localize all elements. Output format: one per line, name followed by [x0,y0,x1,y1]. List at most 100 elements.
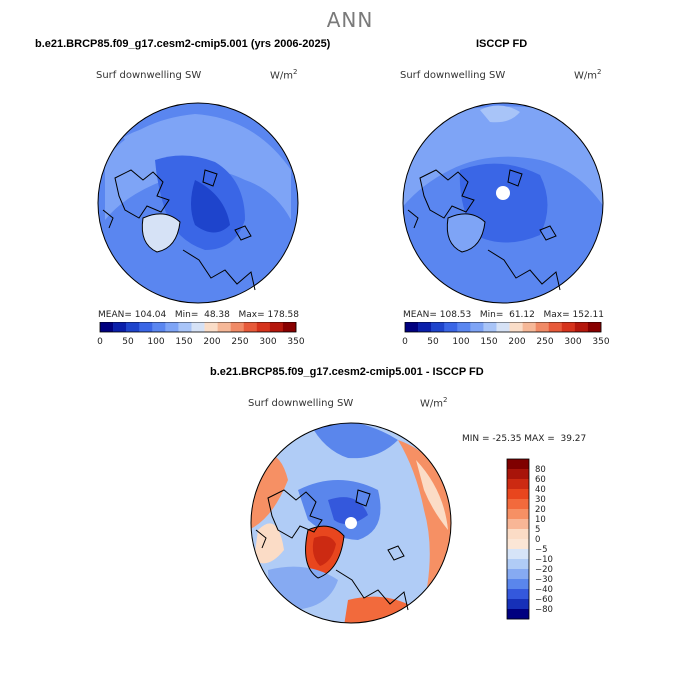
panel-2-colorbar-tick-label: 250 [536,337,553,347]
panel-3-colorbar-swatch [507,469,529,480]
panel-3-field-east-weak [416,460,448,530]
panel-3-colorbar-tick-label: −20 [535,565,553,575]
panel-3-colorbar-tick-label: −40 [535,585,553,595]
panel-1-colorbar-swatch [165,322,179,332]
panel-2-colorbar-swatch [574,322,589,332]
panel-3-field-west-weak [254,523,284,564]
panel-2-colorbar-tick-label: 300 [564,337,581,347]
panel-2-map [402,102,604,304]
panel-3-colorbar-swatch [507,589,529,600]
panel-1-units: W/m2 [270,68,298,82]
panel-3-colorbar-swatch [507,609,529,620]
panel-2-map-border [402,102,604,304]
panel-3-colorbar-swatch [507,509,529,520]
panel-3-colorbar-swatch [507,579,529,590]
panel-2-coastlines [407,169,561,291]
panel-2-units: W/m2 [574,68,602,82]
panel-3-colorbar-tick-label: −30 [535,575,553,585]
panel-3-colorbar-tick-label: 20 [535,505,546,515]
panel-1-colorbar-swatch [230,322,245,332]
panel-1-colorbar-tick-label: 200 [203,337,220,347]
panel-2-colorbar-swatch [483,322,497,332]
panel-3-colorbar-tick-label: −5 [535,545,548,555]
panel-3-field-north-neg [308,423,398,459]
panel-2-colorbar-swatch [587,322,602,332]
panel-1-colorbar-swatch [178,322,192,332]
panel-3-colorbar-tick-label: 0 [535,535,540,545]
panel-1-colorbar-outline [99,322,297,333]
panel-3-colorbar-tick-label: 5 [535,525,540,535]
panel-2-colorbar-tick-label: 0 [402,337,408,347]
panel-3-colorbar-swatch [507,459,529,470]
panel-2-colorbar-swatch [470,322,484,332]
panel-1-colorbar-swatch [191,322,205,332]
panel-1-colorbar-tick-label: 150 [175,337,192,347]
panel-1-colorbar-swatch [256,322,271,332]
panel-1-colorbar-tick-label: 250 [231,337,248,347]
panel-2-field-high-lat [403,106,603,210]
panel-2-colorbar-swatch [496,322,510,332]
panel-2-field-greenland [447,213,485,252]
panel-2-colorbar-swatch [548,322,563,332]
panel-2-colorbar-tick-label: 350 [592,337,609,347]
panel-3-colorbar-swatch [507,499,529,510]
panel-3-colorbar-swatch [507,599,529,610]
panel-3-colorbar-swatch [507,479,529,490]
panel-3-variable-label: Surf downwelling SW [248,398,354,409]
panel-1-colorbar: 0 50 100 150 200 250 300 350 [97,322,305,347]
panel-3-map-border [250,422,452,624]
panel-2-colorbar-tick-label: 200 [508,337,525,347]
panel-2-colorbar-tick-label: 100 [452,337,469,347]
panel-1-colorbar-swatch [282,322,297,332]
panel-2-title: ISCCP FD [476,38,528,50]
panel-3-colorbar-tick-label: 40 [535,485,546,495]
panel-3-colorbar-tick-label: 10 [535,515,546,525]
panel-3-colorbar-tick-label: 60 [535,475,546,485]
panel-3-map [250,422,452,624]
panel-1-colorbar-swatch [243,322,258,332]
panel-2-colorbar-swatch [509,322,523,332]
panel-1-coastlines [102,169,256,291]
panel-1-title: b.e21.BRCP85.f09_g17.cesm2-cmip5.001 (yr… [35,38,331,50]
panel-2-colorbar-swatch [561,322,576,332]
panel-3-colorbar-swatch [507,489,529,500]
panel-3-field-greenland-max [312,536,336,566]
panel-2-colorbar-tick-label: 150 [480,337,497,347]
panel-3-pole-hole [345,517,357,529]
panel-1-colorbar-tick-label: 350 [287,337,304,347]
panel-2-stats: MEAN= 108.53 Min= 61.12 Max= 152.11 [403,310,604,320]
panel-3-colorbar-tick-label: −80 [535,605,553,615]
panel-1-colorbar-tick-label: 50 [122,337,134,347]
panel-2-colorbar-swatch [444,322,458,332]
panel-2-colorbar-swatch [405,322,419,332]
panel-2-colorbar: 0 50 100 150 200 250 300 350 [402,322,610,347]
panel-3-colorbar-swatch [507,569,529,580]
panel-1-colorbar-tick-label: 0 [97,337,103,347]
panel-1-map-border [97,102,299,304]
panel-3-colorbar-swatch [507,539,529,550]
panel-1-colorbar-swatch [139,322,153,332]
panel-3-colorbar-tick-label: 30 [535,495,546,505]
panel-3-units: W/m2 [420,396,448,410]
panel-1-map [97,102,299,304]
panel-1-colorbar-swatch [152,322,166,332]
panel-2-colorbar-tick-label: 50 [427,337,439,347]
panel-2-field-north-patch [480,105,520,123]
panel-2-pole-hole [496,186,510,200]
panel-3-coastlines [255,489,409,611]
panel-1-colorbar-swatch [126,322,140,332]
panel-1-field-streak [123,125,181,143]
panel-2-colorbar-swatch [535,322,550,332]
panel-3-colorbar-swatch [507,529,529,540]
panel-1-colorbar-swatch [113,322,127,332]
panel-1-colorbar-tick-label: 300 [259,337,276,347]
panel-2-colorbar-swatch [457,322,471,332]
panel-2-variable-label: Surf downwelling SW [400,70,506,81]
panel-2-colorbar-swatch [522,322,536,332]
panel-1-colorbar-swatch [100,322,114,332]
panel-1-colorbar-swatch [217,322,231,332]
panel-3-colorbar-tick-label: −60 [535,595,553,605]
page-title: ANN [326,8,374,32]
panel-3-stats: MIN = -25.35 MAX = 39.27 [462,434,587,444]
panel-1-variable-label: Surf downwelling SW [96,70,202,81]
